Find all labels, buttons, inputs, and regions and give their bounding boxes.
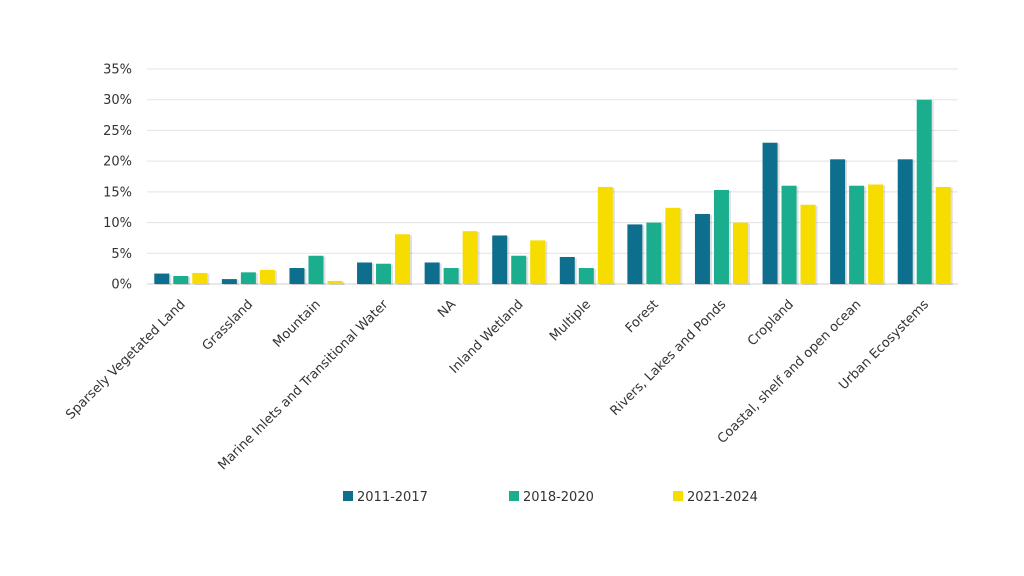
bar-forest-2021-2024	[665, 207, 681, 284]
bar-inland-wetland-2011-2017	[492, 235, 508, 284]
y-tick-label: 15%	[103, 185, 132, 200]
bar-grassland-2018-2020	[240, 272, 256, 284]
bar-rivers-lakes-and-ponds-2018-2020	[713, 190, 729, 284]
y-axis-ticks: 0% 5% 10% 15% 20% 25% 30% 35%	[103, 63, 132, 293]
bar-urban-ecosystems-2018-2020	[916, 99, 932, 284]
bar-mountain-2021-2024	[327, 280, 343, 284]
bar-grassland-2011-2017	[221, 279, 237, 284]
x-tick-label-coastal-shelf-and-open-ocean: Coastal, shelf and open ocean	[715, 297, 865, 447]
bar-grassland-2021-2024	[259, 269, 275, 284]
bar-marine-inlets-and-transitional-water-2021-2024	[395, 234, 411, 284]
x-tick-label-na: NA	[435, 297, 459, 321]
y-tick-label: 25%	[103, 124, 132, 139]
bar-na-2018-2020	[443, 268, 459, 284]
bar-rivers-lakes-and-ponds-2021-2024	[732, 222, 748, 284]
x-tick-label-grassland: Grassland	[200, 297, 257, 354]
bar-marine-inlets-and-transitional-water-2018-2020	[376, 263, 392, 284]
bar-urban-ecosystems-2021-2024	[935, 186, 951, 284]
bar-forest-2011-2017	[627, 224, 643, 284]
bar-marine-inlets-and-transitional-water-2011-2017	[357, 262, 373, 284]
bar-multiple-2018-2020	[578, 268, 594, 284]
bar-coastal-shelf-and-open-ocean-2018-2020	[849, 185, 865, 284]
bar-forest-2018-2020	[646, 222, 662, 284]
bar-mountain-2018-2020	[308, 255, 324, 284]
bar-rivers-lakes-and-ponds-2011-2017	[694, 213, 710, 284]
x-tick-label-forest: Forest	[623, 297, 662, 336]
y-tick-label: 35%	[103, 63, 132, 78]
x-tick-label-cropland: Cropland	[745, 297, 797, 349]
legend-label-2021-2024: 2021-2024	[687, 490, 758, 505]
x-tick-label-rivers-lakes-and-ponds: Rivers, Lakes and Ponds	[608, 297, 730, 419]
y-tick-label: 10%	[103, 216, 132, 231]
x-tick-label-inland-wetland: Inland Wetland	[447, 297, 527, 377]
legend-label-2011-2017: 2011-2017	[357, 490, 428, 505]
y-tick-label: 30%	[103, 93, 132, 108]
bar-na-2011-2017	[424, 262, 440, 284]
bar-inland-wetland-2018-2020	[511, 255, 527, 284]
bar-mountain-2011-2017	[289, 268, 305, 284]
bar-sparsely-vegetated-land-2021-2024	[192, 272, 208, 284]
x-tick-label-mountain: Mountain	[270, 297, 323, 350]
bar-cropland-2011-2017	[762, 142, 778, 284]
legend: 2011-2017 2018-2020 2021-2024	[343, 490, 758, 505]
legend-swatch-2011-2017	[343, 491, 353, 501]
x-axis-labels: Sparsely Vegetated Land Grassland Mountain…	[63, 297, 932, 473]
x-tick-label-multiple: Multiple	[547, 297, 594, 344]
y-tick-label: 5%	[111, 247, 132, 262]
bar-na-2021-2024	[462, 231, 478, 284]
bar-sparsely-vegetated-land-2011-2017	[154, 273, 170, 284]
bar-cropland-2018-2020	[781, 185, 797, 284]
gridlines	[147, 68, 958, 285]
bar-coastal-shelf-and-open-ocean-2011-2017	[830, 159, 846, 284]
legend-swatch-2018-2020	[509, 491, 519, 501]
bars	[154, 99, 953, 285]
bar-sparsely-vegetated-land-2018-2020	[173, 276, 189, 284]
legend-label-2018-2020: 2018-2020	[523, 490, 594, 505]
bar-multiple-2021-2024	[597, 186, 613, 284]
bar-urban-ecosystems-2011-2017	[897, 159, 913, 284]
x-tick-label-sparsely-vegetated-land: Sparsely Vegetated Land	[63, 297, 188, 422]
bar-cropland-2021-2024	[800, 204, 816, 284]
bar-inland-wetland-2021-2024	[530, 240, 546, 284]
legend-swatch-2021-2024	[673, 491, 683, 501]
y-tick-label: 0%	[111, 278, 132, 293]
bar-multiple-2011-2017	[559, 256, 575, 284]
y-tick-label: 20%	[103, 155, 132, 170]
bar-coastal-shelf-and-open-ocean-2021-2024	[868, 184, 884, 284]
